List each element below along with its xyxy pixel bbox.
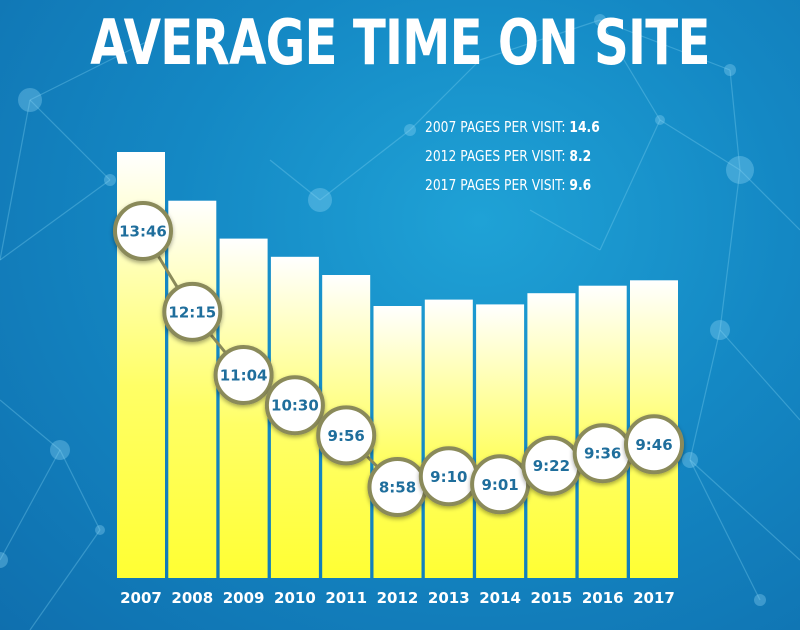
year-label-2013: 2013 [428,589,470,607]
value-marker-2014: 9:01 [470,454,531,515]
bar-2013 [424,299,473,578]
value-label: 9:36 [584,445,621,463]
value-marker-2011: 9:56 [316,405,377,466]
year-label-2015: 2015 [531,589,573,607]
stat-2007: 2007 PAGES PER VISIT: 14.6 [425,118,600,147]
value-label: 9:01 [481,476,518,494]
value-marker-2017: 9:46 [624,414,684,475]
year-label-2009: 2009 [223,589,265,607]
stat-2012: 2012 PAGES PER VISIT: 8.2 [425,147,600,176]
year-label-2008: 2008 [171,589,213,607]
stat-2012-value: 8.2 [569,147,592,165]
year-label-2007: 2007 [120,589,162,607]
stat-2017-value: 9.6 [569,176,592,194]
value-circle [113,201,173,261]
page-title: AVERAGE TIME ON SITE [90,6,710,79]
stat-2017: 2017 PAGES PER VISIT: 9.6 [425,176,600,205]
value-marker-2016: 9:36 [572,423,633,484]
value-marker-2015: 9:22 [521,435,582,496]
value-circle [162,281,223,342]
value-label: 11:04 [220,367,268,385]
value-label: 9:10 [430,468,467,486]
bar-2015 [527,293,576,578]
value-circle [624,414,684,475]
stat-2007-label: 2007 PAGES PER VISIT: [425,118,566,136]
value-marker-2009: 11:04 [213,345,274,405]
value-label: 13:46 [119,223,167,241]
bar-2014 [476,304,525,578]
value-marker-2007: 13:46 [113,201,173,261]
value-label: 12:15 [168,303,216,321]
value-marker-2013: 9:10 [418,446,479,507]
year-label-2012: 2012 [377,589,419,607]
value-label: 9:46 [635,436,672,454]
value-marker-2012: 8:58 [367,457,428,517]
stat-2012-label: 2012 PAGES PER VISIT: [425,147,566,165]
year-label-2016: 2016 [582,589,624,607]
year-label-2017: 2017 [633,589,675,607]
value-circle [264,375,325,436]
value-label: 8:58 [379,479,416,497]
value-label: 10:30 [271,397,319,415]
value-marker-2008: 12:15 [162,281,223,342]
stat-2017-label: 2017 PAGES PER VISIT: [425,176,566,194]
value-label: 9:56 [328,427,365,445]
year-label-2014: 2014 [479,589,521,607]
value-circle [213,345,274,405]
bar-2009 [219,238,268,578]
year-label-2011: 2011 [325,589,367,607]
bar-2012 [373,306,422,578]
value-marker-2010: 10:30 [264,375,325,436]
value-circle [316,405,377,466]
year-label-2010: 2010 [274,589,316,607]
value-label: 9:22 [533,457,570,475]
pages-per-visit-stats: 2007 PAGES PER VISIT: 14.6 2012 PAGES PE… [425,118,638,205]
bar-2008 [168,200,217,578]
stat-2007-value: 14.6 [569,118,600,136]
